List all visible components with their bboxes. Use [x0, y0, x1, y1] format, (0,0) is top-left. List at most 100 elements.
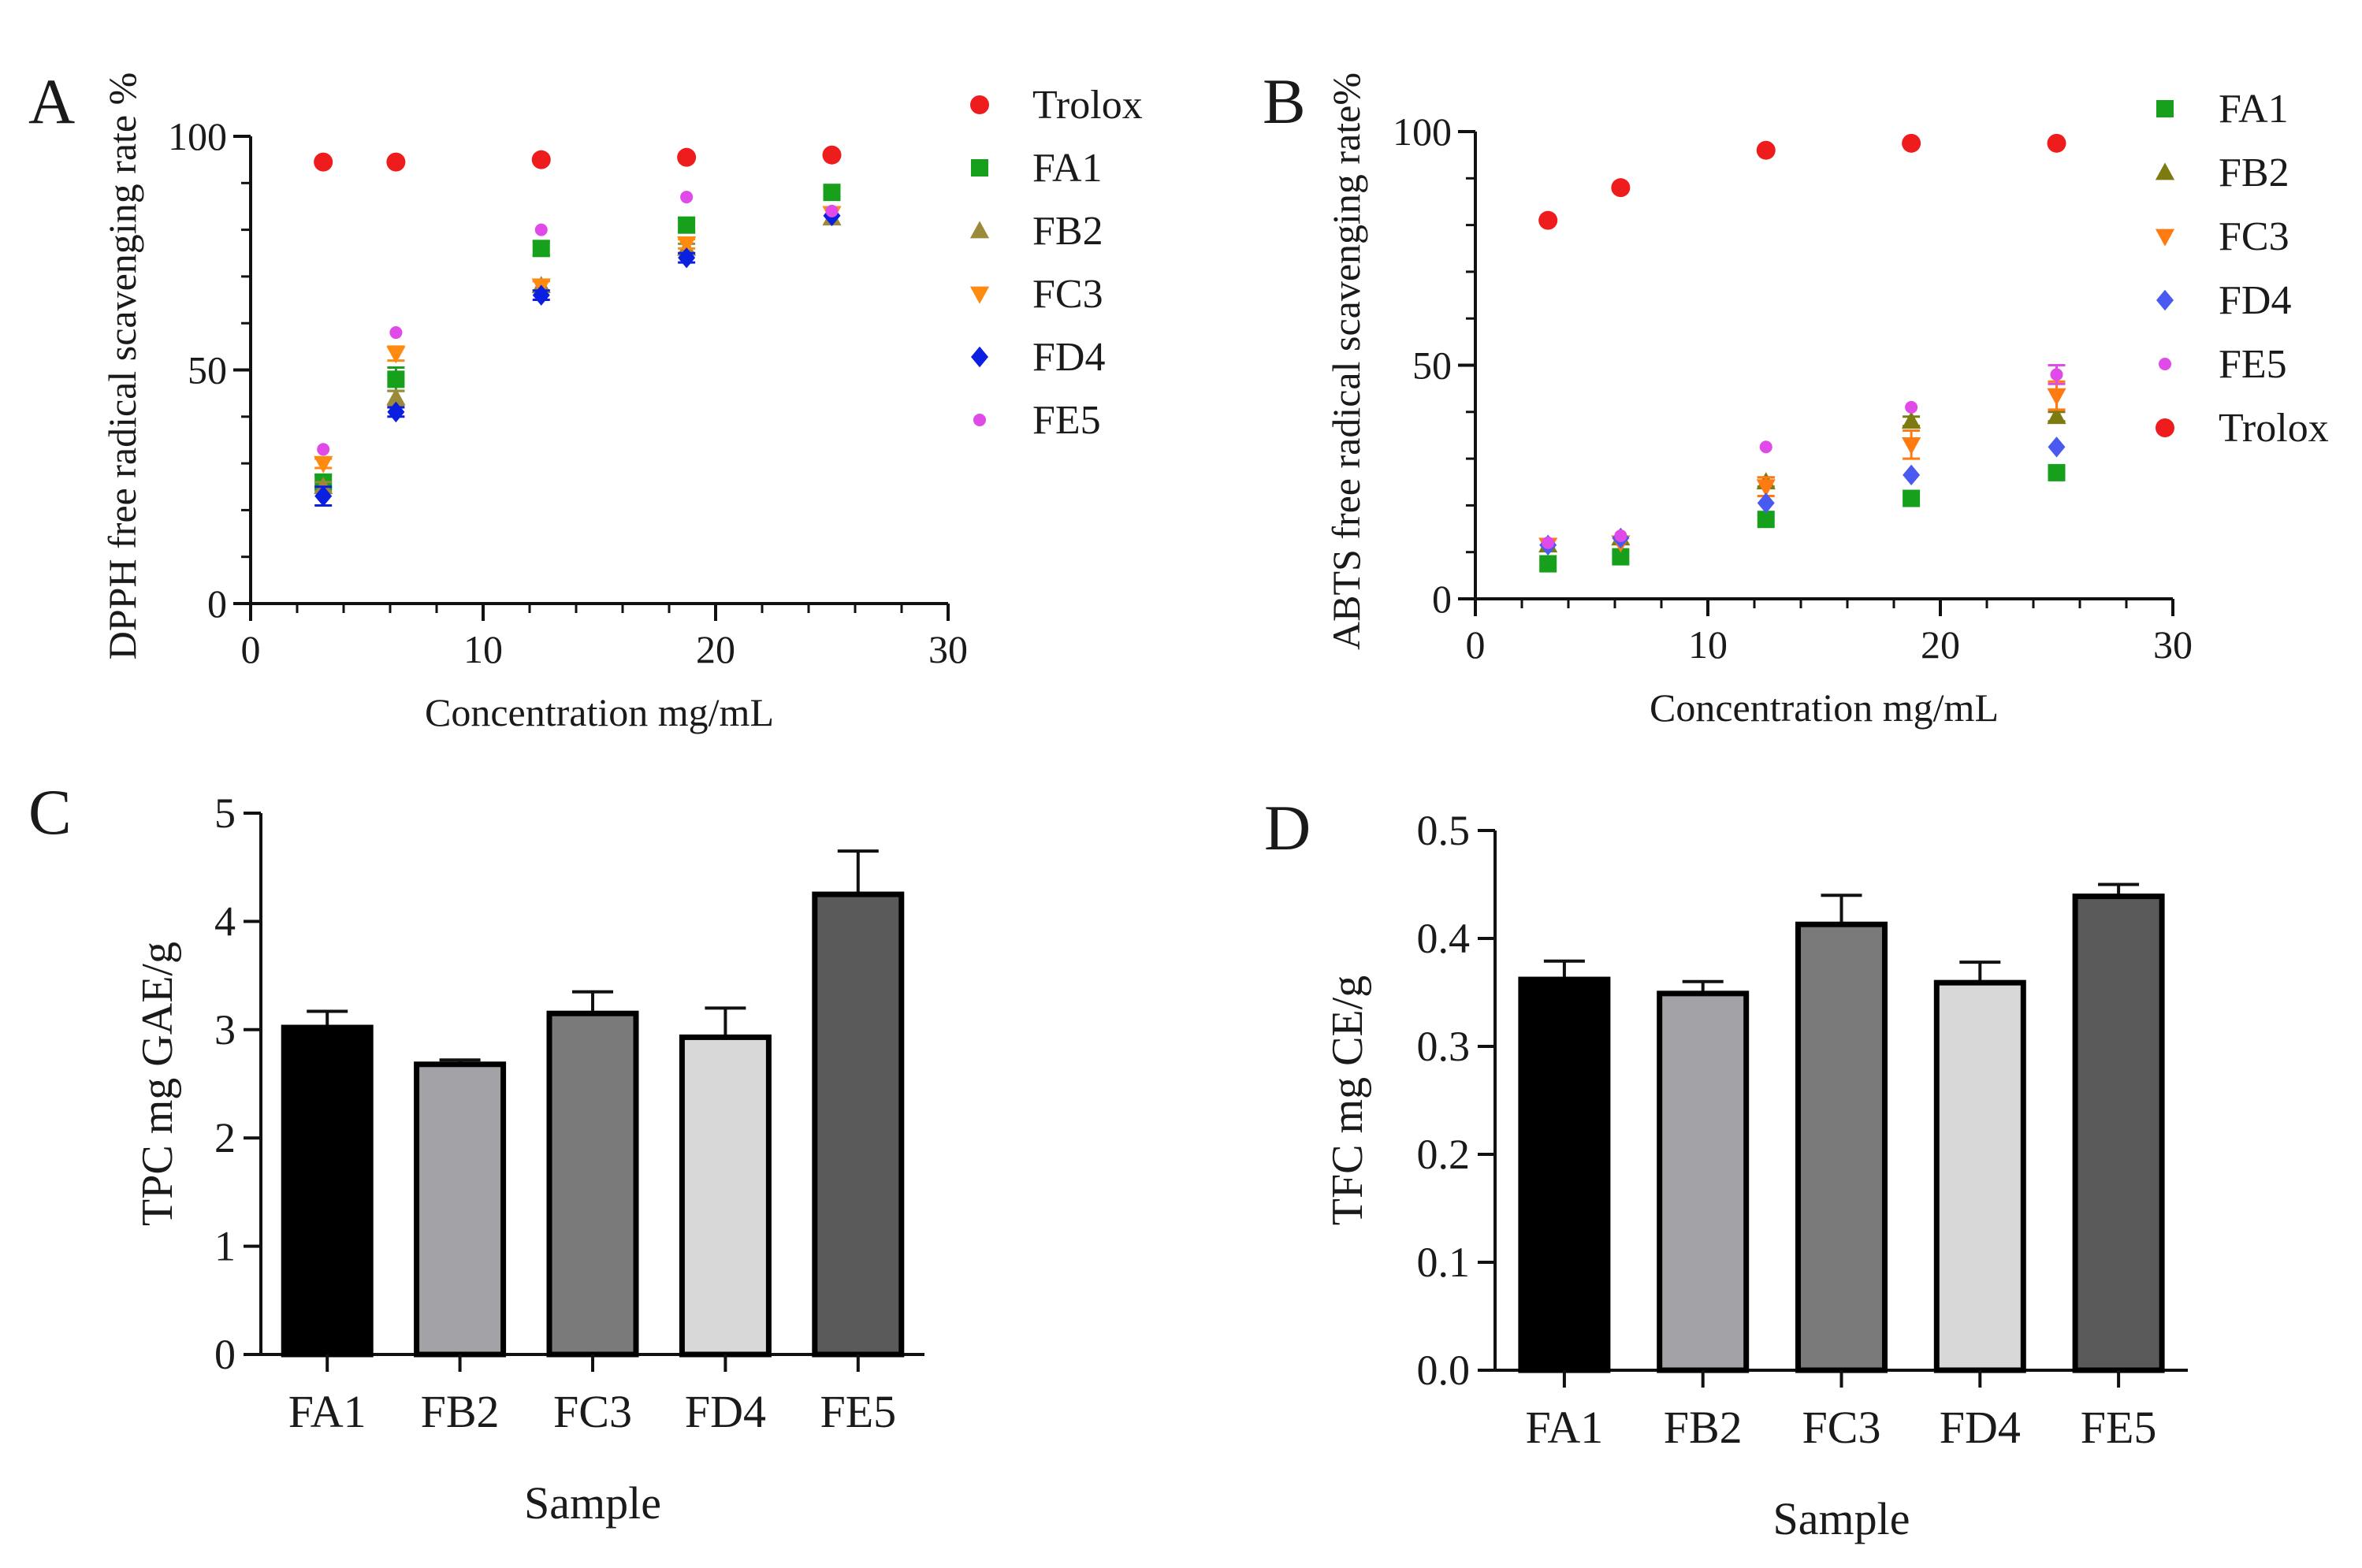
y-tick-label: 100	[1393, 110, 1452, 154]
data-point-fc3	[677, 236, 697, 255]
data-point-fc3	[1756, 479, 1776, 497]
x-tick-label: 0	[1466, 622, 1486, 667]
y-tick-label: 0.2	[1417, 1131, 1471, 1178]
data-point-trolox	[1611, 178, 1631, 198]
y-tick-label: 0	[1432, 577, 1452, 621]
x-tick-label: 30	[2153, 622, 2193, 667]
data-point-fd4	[678, 247, 696, 269]
y-tick-label: 3	[214, 1006, 236, 1053]
data-point-trolox	[1756, 140, 1776, 160]
bar-fd4	[679, 1034, 772, 1358]
legend-label-fe5: FE5	[1032, 398, 1101, 443]
x-tick-label: 30	[928, 627, 968, 671]
data-point-fa1	[1539, 555, 1557, 573]
data-point-fe5	[2050, 368, 2063, 381]
bar-fb2	[1657, 990, 1750, 1373]
y-tick-label: 4	[214, 897, 236, 945]
data-point-fa1	[1903, 489, 1921, 507]
data-point-fb2	[386, 388, 406, 406]
series-fa1	[1539, 463, 2066, 573]
y-tick-label: 0	[207, 581, 227, 626]
data-point-trolox	[531, 150, 551, 169]
data-point-fe5	[1905, 400, 1918, 414]
data-point-trolox	[2047, 133, 2066, 153]
series-trolox	[314, 145, 842, 172]
y-axis-label: DPPH free radical scavenging rate %	[100, 72, 144, 660]
x-tick-label: FE5	[820, 1386, 896, 1437]
panel-c: C 0 1 2 3 4 5 FA1 FB2 FC3 FD4 FE5 Sample TPC mg GAE/g	[28, 776, 924, 1529]
data-point-fe5	[389, 326, 403, 340]
data-point-trolox	[1902, 133, 1921, 153]
data-point-fe5	[1542, 536, 1555, 549]
bar-fe5	[2072, 894, 2165, 1373]
data-point-fe5	[1614, 529, 1627, 542]
x-tick-label: 20	[1921, 622, 1960, 667]
x-tick-label: FB2	[421, 1386, 500, 1437]
bar-fd4	[1933, 979, 2026, 1373]
y-tick-label: 5	[214, 790, 236, 837]
data-point-fc3	[1902, 437, 1921, 455]
data-point-fb2	[1902, 411, 1921, 429]
panel-b: B 0 50 100 0 10 20 30 Concentration mg/mL ABTS fr…	[1263, 65, 2329, 730]
y-tick-label: 0.4	[1417, 915, 1471, 962]
series-fb2	[314, 208, 842, 495]
bar-fb2	[414, 1061, 507, 1358]
x-tick-label: 0	[241, 627, 261, 671]
legend-marker-trolox	[2156, 418, 2174, 437]
legend-label-fc3: FC3	[1032, 272, 1103, 317]
data-point-fd4	[387, 401, 405, 423]
panel-d: D 0.0 0.1 0.2 0.3 0.4 0.5 FA1 FB2 FC3 FD4 FE5 Sample…	[1264, 792, 2188, 1544]
panel-letter-b: B	[1263, 65, 1306, 137]
y-tick-label: 50	[1412, 344, 1452, 388]
x-tick-label: FD4	[1940, 1402, 2021, 1453]
data-point-fa1	[532, 240, 550, 258]
x-tick-label: FA1	[288, 1386, 366, 1437]
y-tick-label: 0.1	[1417, 1239, 1471, 1286]
bar-fa1	[281, 1024, 374, 1358]
data-point-trolox	[822, 145, 842, 165]
series-fe5	[1542, 364, 2066, 549]
legend-marker-fb2	[2155, 162, 2175, 180]
data-point-fc3	[2047, 388, 2066, 406]
data-point-fe5	[534, 223, 548, 236]
data-point-fd4	[314, 485, 333, 507]
data-point-fd4	[1903, 464, 1921, 486]
bar-fc3	[1795, 921, 1888, 1373]
y-axis-label: ABTS free radical scavenging rate%	[1324, 72, 1368, 650]
legend-label-fb2: FB2	[2219, 150, 2289, 195]
legend-marker-fe5	[2159, 358, 2171, 370]
legend-label-fb2: FB2	[1032, 209, 1103, 254]
data-point-fd4	[1757, 492, 1775, 514]
legend-marker-fc3	[969, 286, 990, 304]
data-point-fe5	[1759, 440, 1772, 454]
series-fc3	[1538, 380, 2066, 555]
y-tick-label: 0.0	[1417, 1347, 1471, 1394]
data-point-fb2	[314, 477, 333, 495]
legend-label-fe5: FE5	[2219, 342, 2287, 387]
y-tick-label: 1	[214, 1223, 236, 1270]
y-tick-label: 2	[214, 1114, 236, 1161]
y-axis-label: TFC mg CE/g	[1323, 975, 1372, 1225]
data-point-fd4	[532, 284, 550, 306]
series-fd4	[314, 205, 841, 507]
data-point-fe5	[825, 204, 839, 217]
panel-letter-d: D	[1264, 792, 1311, 864]
bar-fa1	[1518, 976, 1611, 1373]
y-tick-label: 0.5	[1417, 807, 1471, 854]
data-point-trolox	[386, 152, 406, 172]
x-tick-label: 10	[1688, 622, 1728, 667]
data-point-trolox	[677, 147, 697, 167]
legend-label-trolox: Trolox	[2219, 406, 2329, 451]
x-tick-label: 20	[696, 627, 735, 671]
data-point-trolox	[314, 152, 333, 172]
y-tick-label: 50	[188, 348, 227, 392]
panel-letter-a: A	[28, 65, 75, 137]
data-point-fe5	[317, 443, 330, 456]
legend-marker-fd4	[2156, 289, 2174, 311]
series-fe5	[317, 191, 839, 456]
legend-label-fa1: FA1	[2219, 87, 2289, 132]
data-point-trolox	[1538, 210, 1558, 230]
x-axis-label: Concentration mg/mL	[1650, 686, 1999, 730]
legend-label-fc3: FC3	[2219, 214, 2289, 259]
data-point-fa1	[1757, 511, 1775, 529]
